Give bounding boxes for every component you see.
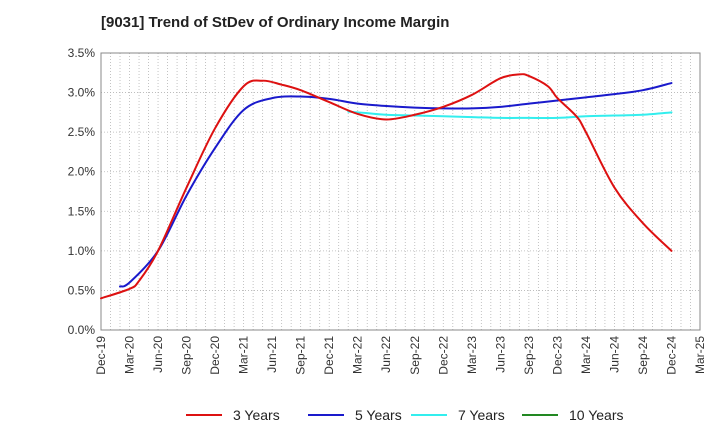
series-line-5-years: [119, 82, 673, 288]
legend-item-5-years: 5 Years: [308, 405, 402, 425]
series-line-7-years: [347, 110, 673, 120]
x-tick-label: Mar-22: [351, 336, 365, 374]
x-tick-label: Jun-20: [151, 336, 165, 373]
x-tick-label: Sep-24: [636, 336, 650, 375]
x-tick-label: Dec-23: [550, 336, 564, 375]
x-tick-label: Dec-20: [208, 336, 222, 375]
x-tick-label: Dec-22: [436, 336, 450, 375]
chart-title: [9031] Trend of StDev of Ordinary Income…: [101, 14, 450, 31]
x-tick-label: Dec-21: [322, 336, 336, 375]
chart-legend: 3 Years 5 Years 7 Years 10 Years: [0, 405, 720, 425]
x-tick-label: Sep-22: [408, 336, 422, 375]
y-tick-label: 3.0%: [68, 86, 96, 100]
x-tick-label: Mar-23: [465, 336, 479, 374]
legend-item-10-years: 10 Years: [522, 405, 624, 425]
y-tick-label: 3.5%: [68, 46, 96, 60]
x-tick-label: Jun-24: [607, 336, 621, 373]
x-tick-label: Sep-21: [294, 336, 308, 375]
x-tick-label: Jun-23: [493, 336, 507, 373]
y-tick-label: 0.5%: [68, 283, 96, 297]
legend-item-7-years: 7 Years: [411, 405, 505, 425]
x-tick-label: Mar-21: [237, 336, 251, 374]
x-tick-label: Mar-25: [693, 336, 707, 374]
x-tick-label: Sep-20: [180, 336, 194, 375]
plot-frame: [100, 52, 701, 331]
legend-label: 10 Years: [569, 407, 624, 423]
legend-swatch: [522, 414, 558, 416]
legend-label: 5 Years: [355, 407, 402, 423]
x-tick-label: Dec-19: [94, 336, 108, 375]
legend-item-3-years: 3 Years: [186, 405, 280, 425]
legend-swatch: [411, 414, 447, 416]
y-tick-label: 0.0%: [68, 323, 96, 337]
series-line-3-years: [100, 73, 673, 300]
legend-swatch: [308, 414, 344, 416]
x-tick-label: Sep-23: [522, 336, 536, 375]
y-tick-label: 2.5%: [68, 125, 96, 139]
y-tick-label: 2.0%: [68, 165, 96, 179]
legend-swatch: [186, 414, 222, 416]
x-tick-label: Jun-21: [265, 336, 279, 373]
x-tick-label: Mar-20: [123, 336, 137, 374]
legend-label: 3 Years: [233, 407, 280, 423]
y-tick-label: 1.0%: [68, 244, 96, 258]
legend-label: 7 Years: [458, 407, 505, 423]
line-chart: 0.0% 0.5% 1.0% 1.5% 2.0% 2.5% 3.0% 3.5% Dec-19 Ma…: [68, 46, 707, 375]
y-tick-label: 1.5%: [68, 204, 96, 218]
x-tick-label: Jun-22: [379, 336, 393, 373]
x-tick-label: Dec-24: [664, 336, 678, 375]
x-tick-label: Mar-24: [579, 336, 593, 374]
